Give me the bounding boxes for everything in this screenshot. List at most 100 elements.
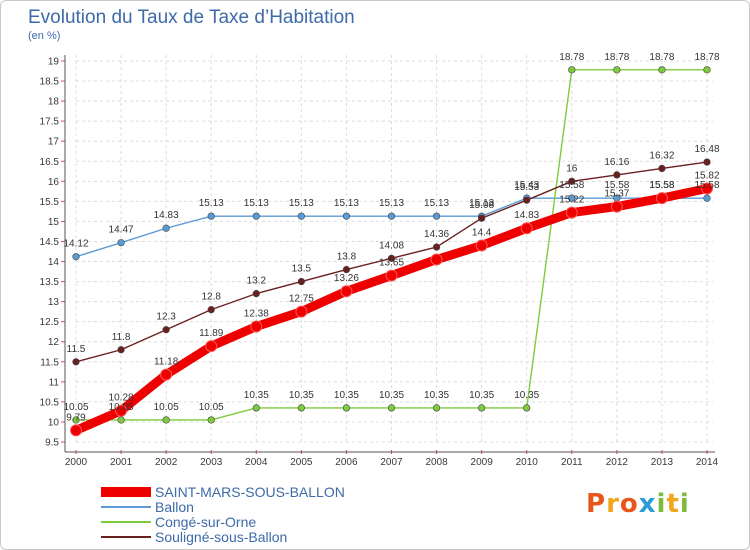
- brand-letter: i: [656, 489, 667, 519]
- data-point: [70, 424, 82, 437]
- data-point: [523, 404, 531, 412]
- data-label: 12.3: [156, 312, 176, 323]
- data-point: [432, 212, 441, 220]
- data-point: [207, 212, 215, 220]
- data-point: [387, 404, 396, 412]
- data-label: 16.16: [604, 157, 629, 168]
- grid: [75, 55, 713, 443]
- data-point: [252, 290, 260, 298]
- y-tick-label: 13: [48, 297, 60, 308]
- data-point: [430, 253, 443, 266]
- data-point: [432, 243, 441, 251]
- data-point: [162, 326, 170, 334]
- data-point: [252, 404, 260, 412]
- brand-letter: r: [606, 489, 620, 519]
- brand-letter: i: [679, 489, 690, 519]
- x-tick-label: 2001: [110, 457, 133, 468]
- data-label: 10.35: [244, 390, 269, 401]
- y-tick-label: 14.5: [40, 237, 60, 248]
- legend-swatch: [101, 521, 151, 523]
- data-point: [297, 404, 305, 412]
- data-label: 13.2: [247, 276, 267, 287]
- y-tick-label: 12: [48, 337, 60, 348]
- data-point: [160, 368, 173, 381]
- data-point: [701, 182, 713, 195]
- data-label: 16.48: [694, 144, 719, 155]
- data-label: 18.78: [559, 52, 584, 63]
- data-label: 15.53: [514, 182, 539, 193]
- data-label: 15.13: [289, 198, 314, 209]
- data-label: 10.35: [469, 390, 494, 401]
- y-tick-label: 14: [48, 257, 60, 268]
- x-tick-label: 2009: [471, 457, 494, 468]
- y-tick-label: 11.5: [40, 357, 59, 368]
- data-label: 15.13: [424, 198, 449, 209]
- data-label: 15.58: [694, 180, 719, 191]
- data-label: 15.43: [514, 180, 539, 191]
- data-point: [387, 254, 396, 262]
- data-point: [117, 346, 125, 354]
- chart-subtitle: (en %): [28, 30, 61, 42]
- data-label: 15.13: [334, 198, 359, 209]
- y-tick-label: 11: [49, 377, 60, 388]
- data-label: 10.28: [109, 393, 134, 404]
- data-point: [342, 265, 351, 274]
- data-label: 10.35: [289, 390, 314, 401]
- data-label: 13.5: [292, 264, 312, 275]
- data-label: 12.8: [201, 292, 221, 303]
- data-label: 18.78: [649, 52, 674, 63]
- data-point: [342, 212, 351, 220]
- x-tick-label: 2012: [606, 457, 629, 468]
- x-tick-label: 2006: [335, 457, 358, 468]
- data-point: [520, 222, 533, 235]
- data-point: [613, 66, 621, 74]
- data-point: [295, 305, 308, 318]
- data-point: [432, 404, 441, 412]
- data-label: 18.78: [604, 52, 629, 63]
- data-label: 10.05: [109, 402, 134, 413]
- legend-label: Congé-sur-Orne: [155, 514, 257, 530]
- data-point: [72, 253, 80, 261]
- data-point: [658, 66, 666, 74]
- legend-swatch: [101, 506, 151, 508]
- x-tick-label: 2014: [696, 457, 719, 468]
- data-point: [703, 66, 711, 74]
- data-point: [387, 212, 396, 220]
- data-label: 16: [566, 163, 578, 174]
- data-point: [342, 404, 351, 412]
- data-label: 14.83: [154, 210, 179, 221]
- data-point: [655, 192, 668, 205]
- data-point: [162, 416, 170, 424]
- data-point: [478, 214, 486, 222]
- data-label: 15.82: [694, 171, 719, 182]
- data-label: 15.58: [604, 180, 629, 191]
- data-point: [205, 340, 218, 353]
- y-tick-label: 18.5: [40, 77, 60, 88]
- data-point: [565, 206, 578, 219]
- data-point: [340, 285, 353, 298]
- data-label: 13.26: [334, 273, 359, 284]
- data-label: 15.22: [559, 195, 584, 206]
- data-label: 12.38: [244, 308, 269, 319]
- data-label: 10.35: [379, 390, 404, 401]
- data-label: 10.05: [63, 402, 88, 413]
- x-tick-label: 2005: [290, 457, 313, 468]
- brand-letter: t: [666, 489, 680, 519]
- data-point: [252, 212, 260, 220]
- data-point: [568, 66, 576, 74]
- data-point: [658, 164, 666, 173]
- data-point: [207, 306, 215, 314]
- data-point: [703, 158, 711, 166]
- legend-label: SAINT-MARS-SOUS-BALLON: [155, 484, 345, 500]
- data-label: 10.35: [334, 390, 359, 401]
- axes: 9.5 10 10.5 11 11.5 12 12.5 13 13.5 14 14.5 15 15.5 1…: [40, 55, 719, 468]
- data-label: 14.83: [514, 210, 539, 221]
- data-label: 11.5: [67, 344, 86, 355]
- y-tick-label: 12.5: [40, 317, 60, 328]
- data-point: [117, 416, 125, 424]
- data-label: 10.05: [154, 402, 179, 413]
- y-tick-label: 16.5: [40, 157, 60, 168]
- data-label: 13.8: [337, 252, 357, 263]
